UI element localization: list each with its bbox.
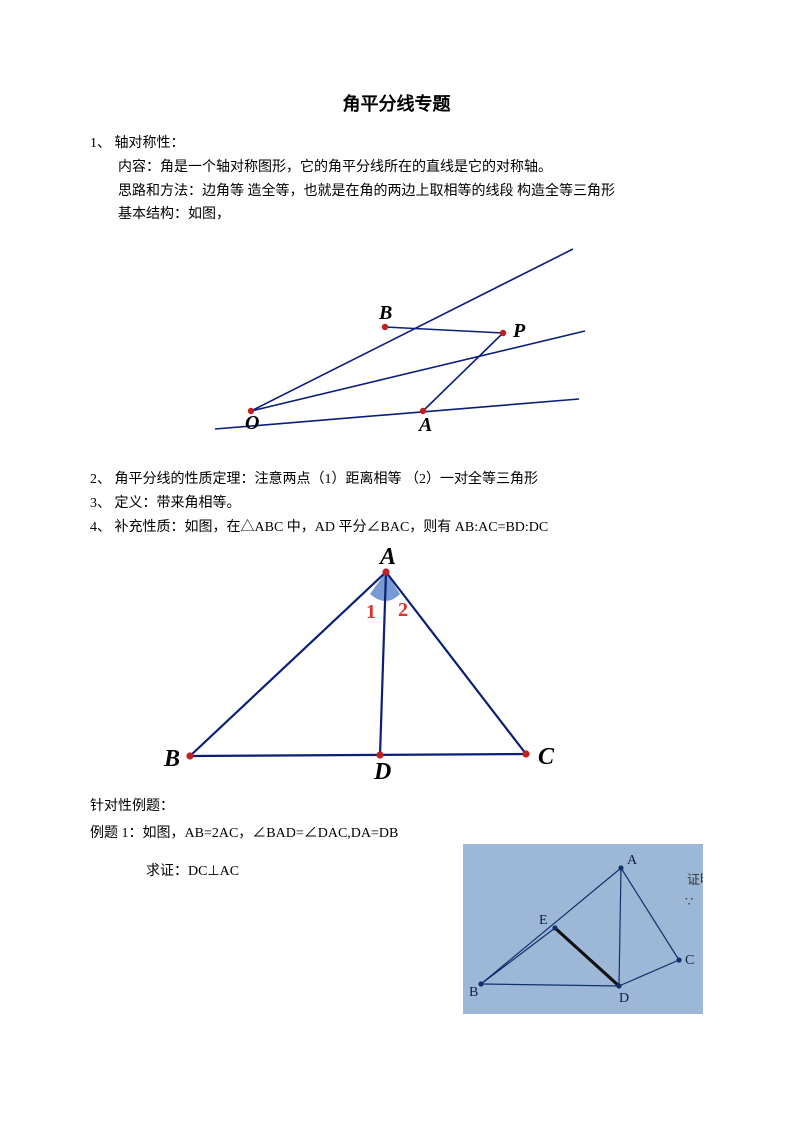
svg-text:A: A [378, 546, 396, 570]
text-2: 角平分线的性质定理：注意两点（1）距离相等 （2）一对全等三角形 [115, 472, 539, 487]
section-3: 3、 定义：带来角相等。 [90, 492, 703, 516]
svg-text:1: 1 [366, 601, 376, 623]
p1-l2: 思路和方法：边角等 造全等，也就是在角的两边上取相等的线段 构造全等三角形 [90, 180, 703, 204]
svg-text:P: P [512, 320, 526, 342]
p1-l3: 基本结构：如图， [90, 203, 703, 227]
figure-3-wrap: A B C D E 证明 ∵ [463, 844, 703, 1019]
svg-text:A: A [417, 414, 432, 436]
svg-text:O: O [245, 412, 259, 434]
figure-3: A B C D E 证明 ∵ [463, 844, 703, 1014]
page-title: 角平分线专题 [90, 90, 703, 116]
examples-head: 针对性例题： [90, 795, 703, 819]
svg-text:B: B [163, 746, 180, 772]
text-4: 补充性质：如图，在△ABC 中，AD 平分∠BAC，则有 AB:AC=BD:DC [115, 520, 549, 535]
text-3: 定义：带来角相等。 [115, 496, 241, 511]
section-1-head: 1、 轴对称性： [90, 132, 703, 156]
num-4: 4、 [90, 520, 111, 535]
svg-text:C: C [538, 744, 555, 770]
section-4: 4、 补充性质：如图，在△ABC 中，AD 平分∠BAC，则有 AB:AC=BD… [90, 516, 703, 540]
num-1: 1、 [90, 136, 111, 151]
svg-text:∵: ∵ [685, 894, 693, 909]
ex1-line1: 例题 1：如图，AB=2AC，∠BAD=∠DAC,DA=DB [90, 822, 703, 846]
num-2: 2、 [90, 472, 111, 487]
svg-text:B: B [378, 302, 392, 324]
num-3: 3、 [90, 496, 111, 511]
svg-text:2: 2 [398, 599, 408, 621]
svg-text:A: A [627, 853, 638, 868]
svg-text:E: E [539, 913, 548, 928]
head-1: 轴对称性： [115, 136, 185, 151]
section-2: 2、 角平分线的性质定理：注意两点（1）距离相等 （2）一对全等三角形 [90, 468, 703, 492]
svg-text:B: B [469, 985, 478, 1000]
svg-text:D: D [373, 759, 391, 785]
figure-1-wrap: O A B P [90, 235, 703, 450]
svg-text:C: C [685, 953, 694, 968]
example-1: 例题 1：如图，AB=2AC，∠BAD=∠DAC,DA=DB 求证：DC⊥AC … [90, 822, 703, 884]
svg-text:证明: 证明 [687, 872, 703, 887]
figure-2: A B C D 12 [150, 546, 570, 786]
figure-2-wrap: A B C D 12 [90, 546, 703, 791]
figure-1: O A B P [207, 235, 587, 445]
svg-text:D: D [619, 991, 629, 1006]
p1-l1: 内容：角是一个轴对称图形，它的角平分线所在的直线是它的对称轴。 [90, 156, 703, 180]
